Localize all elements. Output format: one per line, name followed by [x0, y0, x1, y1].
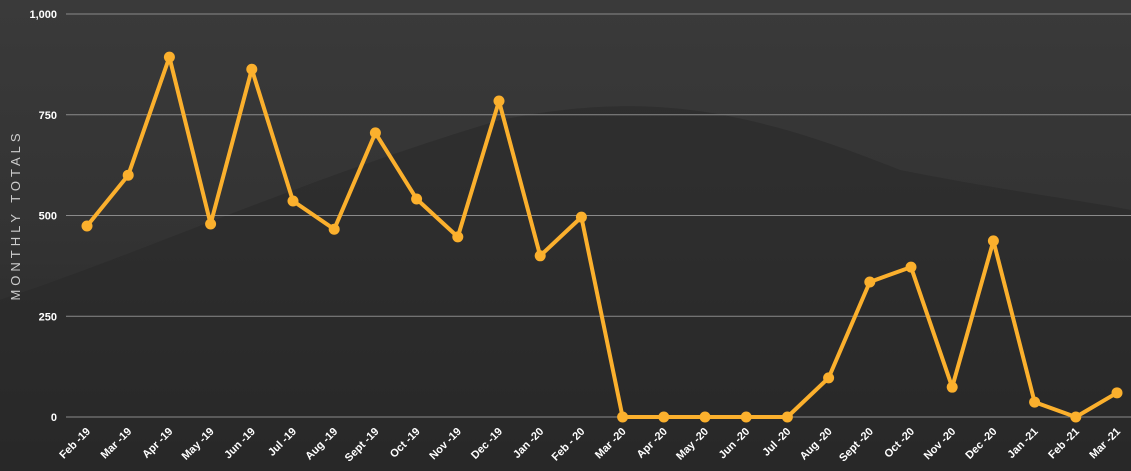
y-tick-label: 0: [51, 412, 57, 424]
point: [494, 96, 505, 107]
point: [535, 250, 546, 261]
point: [288, 195, 299, 206]
y-tick-label: 750: [39, 110, 57, 122]
point: [164, 52, 175, 63]
point: [864, 276, 875, 287]
page: MONTHLY TOTALS 02505007501,000Feb -19Mar…: [0, 0, 1131, 471]
point: [700, 412, 711, 423]
point: [329, 224, 340, 235]
point: [741, 412, 752, 423]
point: [658, 412, 669, 423]
point: [411, 193, 422, 204]
point: [782, 412, 793, 423]
point: [906, 262, 917, 273]
point: [246, 64, 257, 75]
point: [1112, 387, 1123, 398]
point: [947, 382, 958, 393]
point: [576, 212, 587, 223]
point: [1070, 412, 1081, 423]
y-tick-label: 250: [39, 311, 57, 323]
point: [370, 127, 381, 138]
point: [452, 231, 463, 242]
point: [123, 170, 134, 181]
point: [617, 412, 628, 423]
point: [82, 220, 93, 231]
point: [1029, 397, 1040, 408]
point: [823, 372, 834, 383]
y-tick-label: 500: [39, 211, 57, 223]
point: [988, 235, 999, 246]
chart: MONTHLY TOTALS 02505007501,000Feb -19Mar…: [0, 0, 1131, 471]
y-axis-title: MONTHLY TOTALS: [8, 129, 23, 300]
y-tick-label: 1,000: [29, 9, 57, 21]
point: [205, 218, 216, 229]
